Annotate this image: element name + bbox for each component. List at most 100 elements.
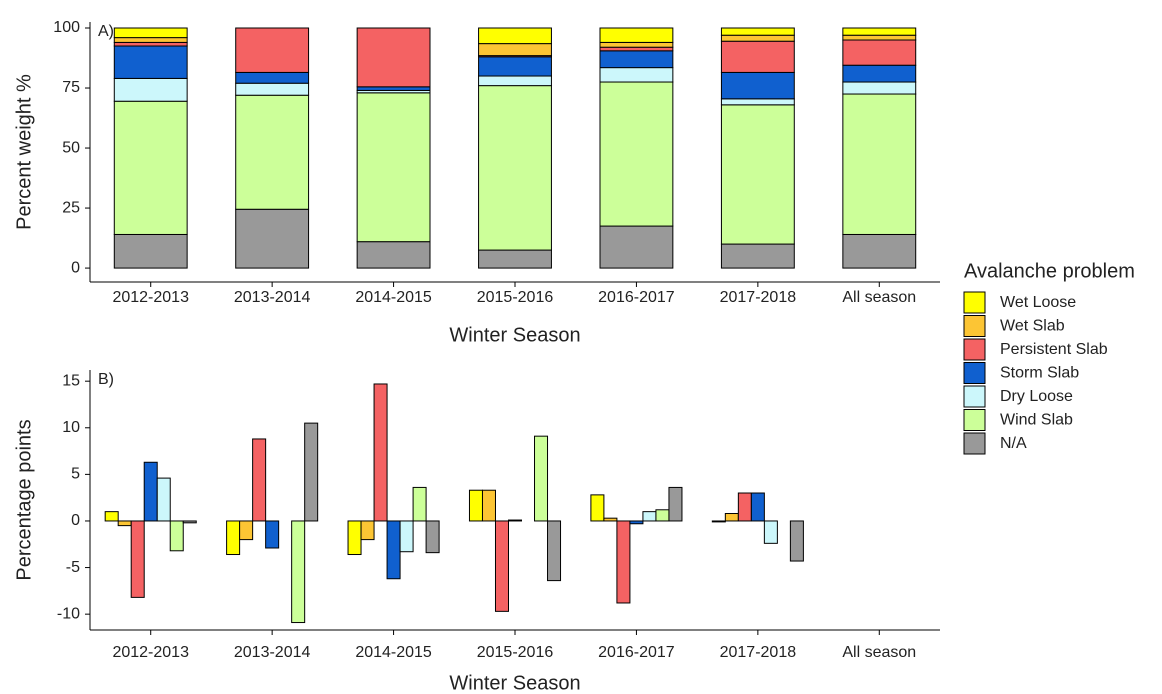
bar [711,520,726,523]
bar [130,520,145,598]
bar [481,489,496,522]
legend-swatch [963,362,986,384]
bar [468,489,483,522]
bar-segment [235,94,310,210]
bar-segment [478,85,552,251]
bar-segment [842,93,917,235]
bar-segment [720,104,795,245]
bar [373,383,388,522]
panel-label: A) [98,23,114,40]
bar [425,520,440,554]
bar [304,422,319,522]
x-tick-label: All season [842,644,916,661]
bar [494,520,509,612]
bar-segment [113,41,188,47]
x-tick-label: 2015-2016 [477,289,554,306]
bar-segment [842,233,917,269]
bar-segment [842,27,917,36]
x-axis-title: Winter Season [449,324,580,346]
bar [143,461,158,522]
x-tick-label: 2017-2018 [720,644,797,661]
y-tick-label: -10 [57,605,80,622]
bar-segment [842,39,917,66]
y-tick-label: 25 [62,199,80,216]
bar [360,520,375,541]
bar-segment [842,64,917,83]
bar-segment [478,249,552,269]
bar [239,520,254,541]
bar [629,520,644,525]
legend-title: Avalanche problem [964,260,1135,282]
bar-segment [478,56,552,77]
legend-label: N/A [1000,435,1027,452]
y-tick-label: 5 [71,466,80,483]
x-tick-label: 2014-2015 [355,644,432,661]
bar [590,494,605,522]
bar [668,486,683,522]
y-tick-label: 15 [62,372,80,389]
bar-segment [720,243,795,269]
bar [507,519,523,522]
x-tick-label: 2012-2013 [112,289,189,306]
y-tick-label: 10 [62,419,80,436]
y-tick-label: 0 [71,259,80,276]
legend-label: Wet Slab [1000,318,1065,335]
bar-segment [235,27,310,73]
bar-segment [842,34,917,41]
bar-segment [599,81,674,227]
bar-segment [599,50,674,69]
bar-segment [356,86,431,91]
y-tick-label: 0 [71,512,80,529]
bar [724,513,739,522]
legend-swatch [963,338,986,361]
x-tick-label: 2016-2017 [598,289,675,306]
bar [737,492,752,522]
x-tick-label: 2012-2013 [112,644,189,661]
legend-swatch [963,385,986,408]
bar [252,438,267,522]
legend-label: Wind Slab [1000,412,1073,429]
bar-segment [356,27,431,88]
legend-swatch [963,409,986,431]
bar [642,511,657,522]
bar [534,435,549,522]
y-tick-label: 75 [62,79,80,96]
bar [547,520,562,582]
bar-segment [599,225,674,269]
bar [386,520,401,580]
bar [117,520,132,527]
legend-label: Storm Slab [1000,365,1079,382]
panel-label: B) [98,371,114,388]
y-tick-label: 100 [53,19,80,36]
bar [616,520,631,604]
bar [655,509,670,522]
bar-segment [720,98,795,106]
bar-segment [113,233,188,269]
bar-segment [113,37,188,43]
bar-segment [720,40,795,73]
y-tick-label: -5 [66,559,80,576]
bar-segment [113,77,188,102]
bar [412,486,427,522]
x-tick-label: All season [842,289,916,306]
x-tick-label: 2014-2015 [355,289,432,306]
bar-segment [599,27,674,43]
bar [789,520,804,562]
bar-segment [599,41,674,48]
bar-segment [599,67,674,83]
bar-segment [842,81,917,95]
bar-segment [478,27,552,45]
x-axis-title: Winter Season [449,672,580,694]
y-axis-title: Percent weight % [13,74,35,230]
bar [399,520,414,553]
x-tick-label: 2015-2016 [477,644,554,661]
legend-label: Wet Loose [1000,294,1076,311]
bar [104,511,119,522]
bar [226,520,241,556]
bar-segment [720,34,795,42]
x-tick-label: 2013-2014 [234,289,311,306]
y-axis-title: Percentage points [13,419,35,580]
x-tick-label: 2017-2018 [720,289,797,306]
bar-segment [356,92,431,243]
